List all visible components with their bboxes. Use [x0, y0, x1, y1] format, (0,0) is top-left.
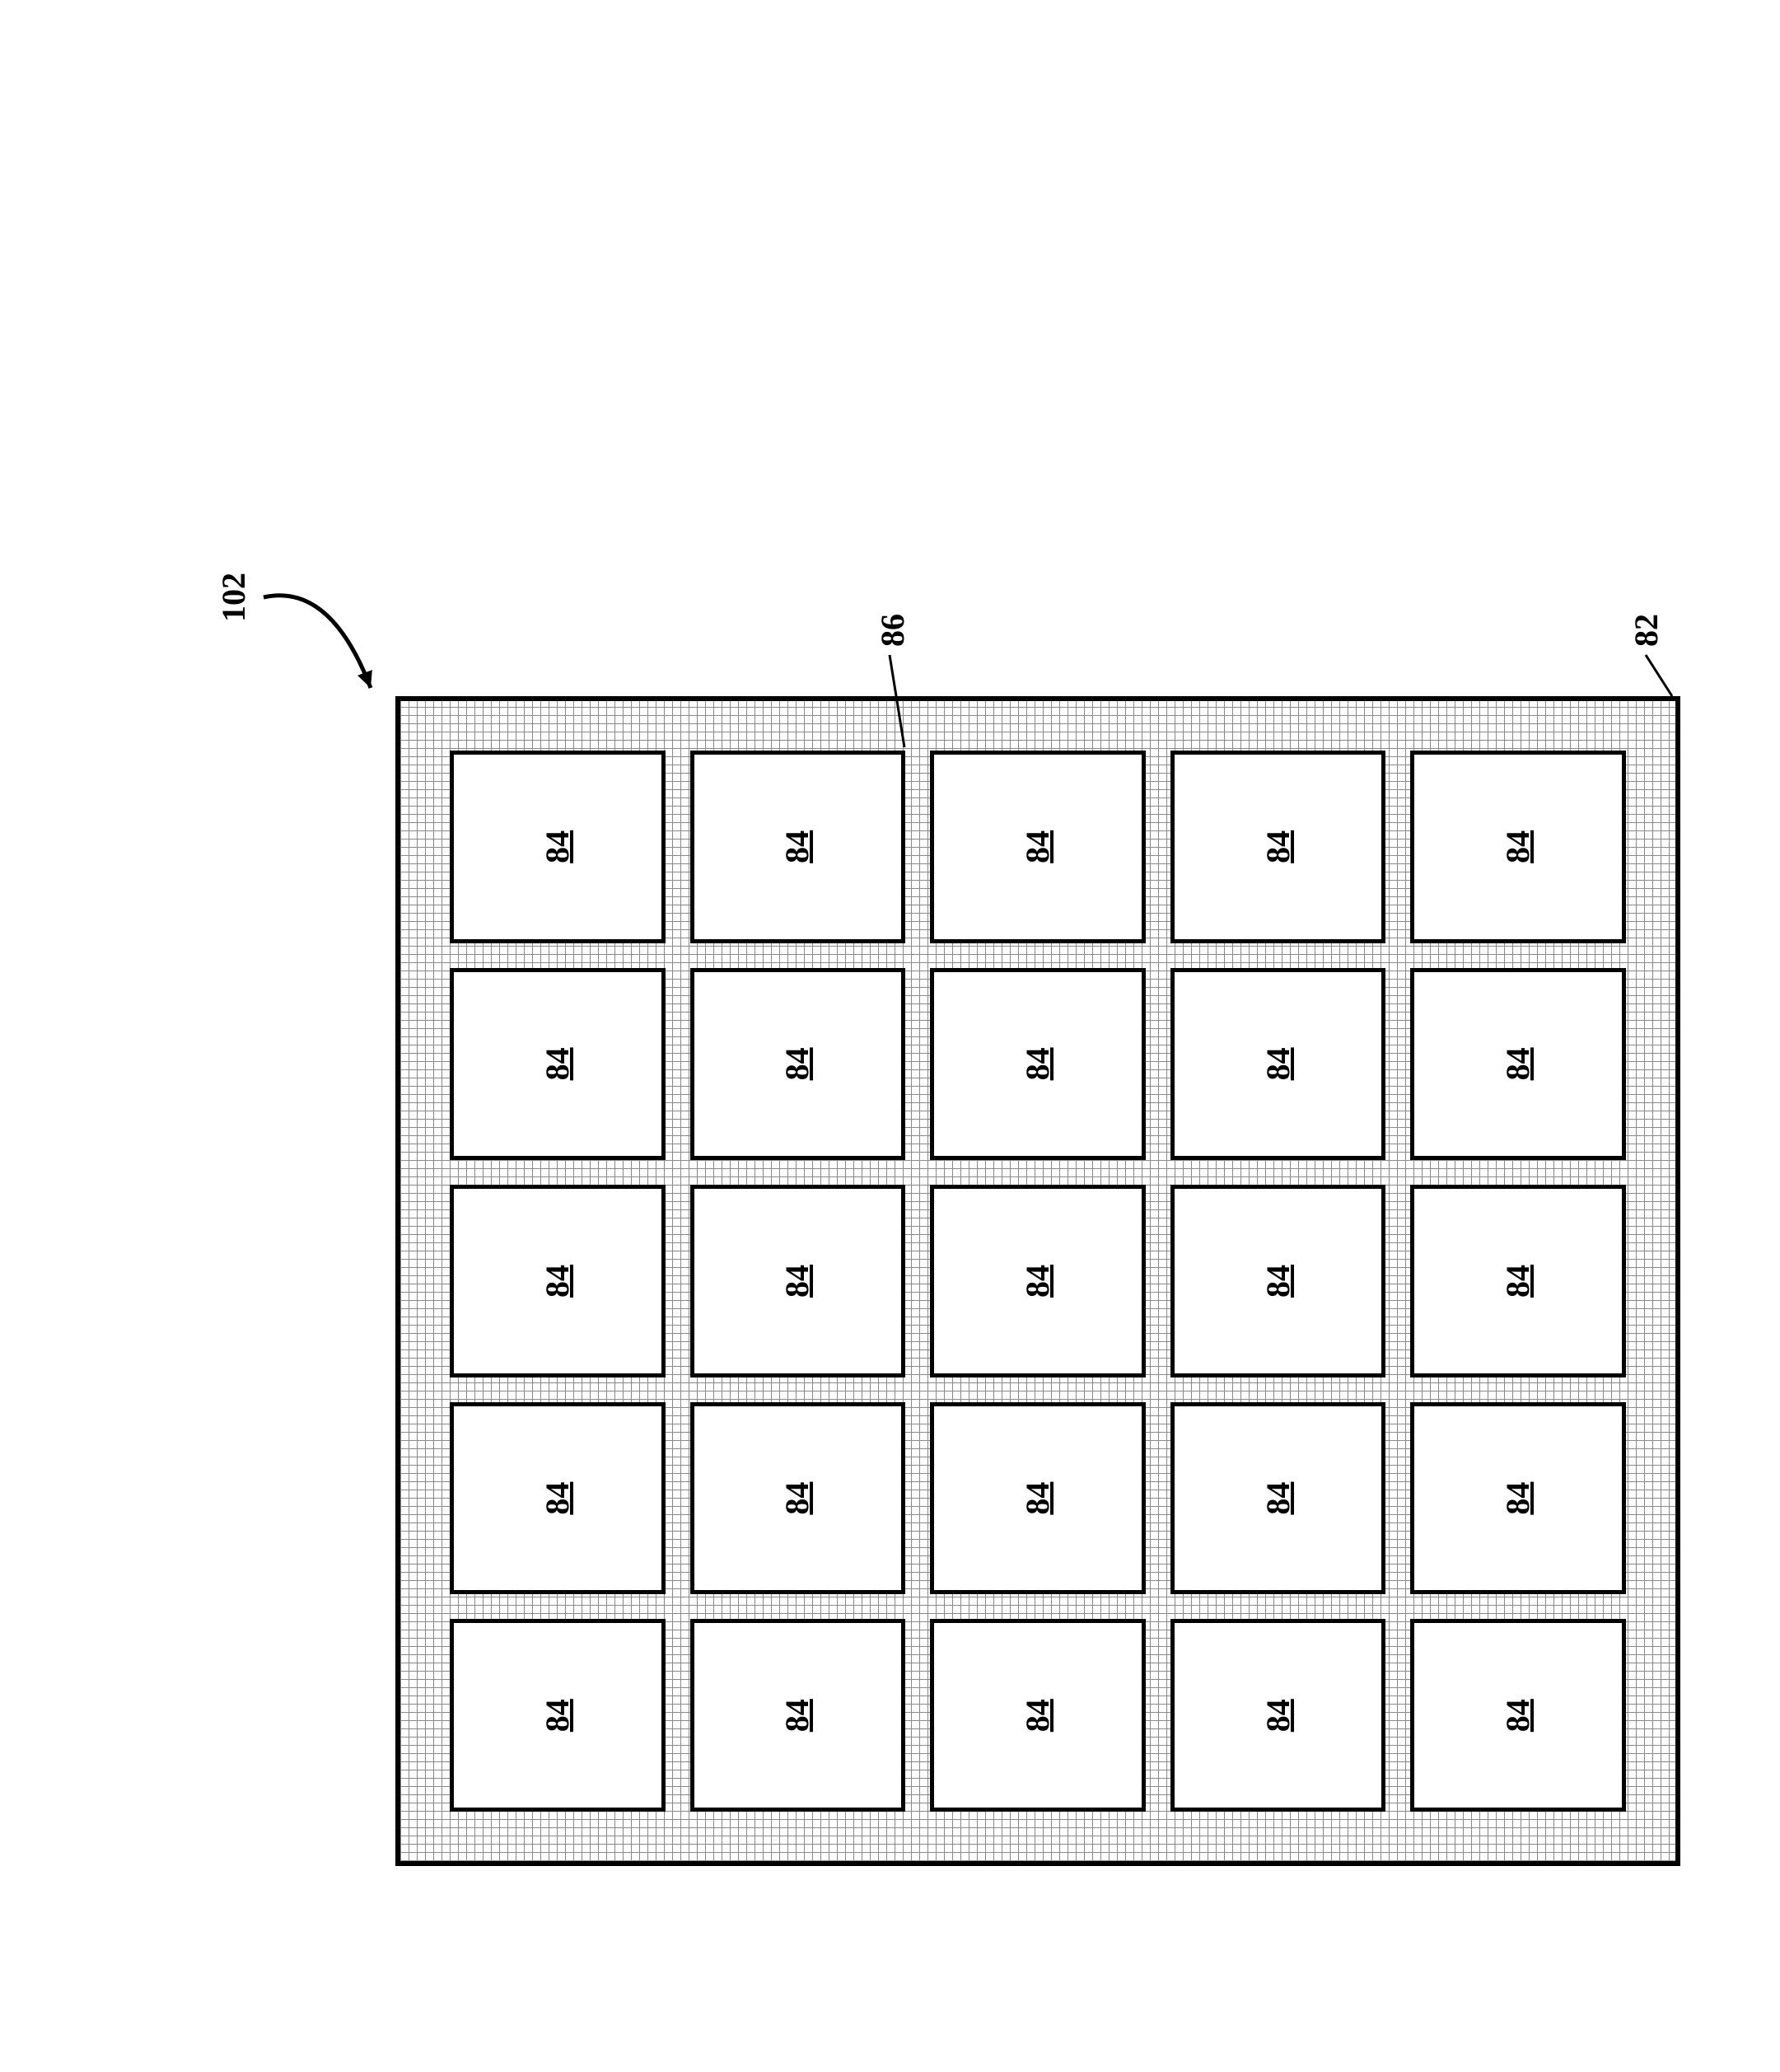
- die-cell-label: 84: [541, 1047, 574, 1080]
- die-cell: 84: [1170, 1185, 1386, 1377]
- die-cell-label: 84: [1502, 1265, 1535, 1298]
- die-cell: 84: [930, 1402, 1146, 1595]
- die-cell-label: 84: [781, 1699, 814, 1732]
- die-cell: 84: [690, 1402, 906, 1595]
- die-cell-label: 84: [541, 830, 574, 863]
- page: 102 848484848484848484848484848484848484…: [0, 0, 1780, 2072]
- substrate-ref-leader: [1642, 652, 1675, 699]
- die-cell: 84: [450, 968, 666, 1161]
- die-cell: 84: [1170, 968, 1386, 1161]
- die-grid: 84 84 84 84 84 84 84 84 84 84 84 84 84 84 84 84 84 84 84 84…: [450, 751, 1626, 1812]
- die-cell-label: 84: [1021, 1699, 1054, 1732]
- die-cell-label: 84: [541, 1482, 574, 1515]
- die-cell: 84: [690, 1185, 906, 1377]
- die-cell-label: 84: [781, 1047, 814, 1080]
- die-cell: 84: [930, 751, 1146, 943]
- die-cell-label: 84: [1021, 1265, 1054, 1298]
- die-cell: 84: [450, 751, 666, 943]
- die-cell-label: 84: [1502, 1482, 1535, 1515]
- street-ref-label: 86: [873, 614, 912, 647]
- die-cell-label: 84: [781, 830, 814, 863]
- die-cell-label: 84: [1021, 1047, 1054, 1080]
- die-cell: 84: [1410, 1619, 1626, 1812]
- die-cell-label: 84: [1262, 1482, 1295, 1515]
- die-cell-label: 84: [1262, 1047, 1295, 1080]
- die-cell: 84: [450, 1402, 666, 1595]
- die-cell: 84: [1410, 1402, 1626, 1595]
- die-cell: 84: [690, 1619, 906, 1812]
- die-cell: 84: [450, 1619, 666, 1812]
- die-cell-label: 84: [541, 1265, 574, 1298]
- die-cell: 84: [1410, 968, 1626, 1161]
- die-cell-label: 84: [781, 1482, 814, 1515]
- die-cell-label: 84: [781, 1265, 814, 1298]
- die-cell: 84: [1410, 1185, 1626, 1377]
- diagram-rotated-wrap: 102 848484848484848484848484848484848484…: [0, 0, 1780, 2072]
- die-cell: 84: [1410, 751, 1626, 943]
- die-cell: 84: [1170, 751, 1386, 943]
- die-cell: 84: [690, 968, 906, 1161]
- die-cell-label: 84: [1502, 830, 1535, 863]
- die-cell: 84: [930, 1619, 1146, 1812]
- street-ref-leader: [886, 652, 908, 751]
- die-cell: 84: [930, 1185, 1146, 1377]
- substrate-panel: 84 84 84 84 84 84 84 84 84 84 84 84 84 84 84 84 84 84 84 84…: [395, 696, 1680, 1866]
- die-cell-label: 84: [541, 1699, 574, 1732]
- die-cell-label: 84: [1262, 1699, 1295, 1732]
- die-cell: 84: [930, 968, 1146, 1161]
- substrate-ref-label: 82: [1627, 614, 1666, 647]
- die-cell-label: 84: [1502, 1047, 1535, 1080]
- die-cell: 84: [690, 751, 906, 943]
- die-cell-label: 84: [1021, 830, 1054, 863]
- die-cell: 84: [1170, 1619, 1386, 1812]
- die-cell-label: 84: [1262, 1265, 1295, 1298]
- assembly-ref-arrow: [231, 564, 404, 721]
- die-cell-label: 84: [1502, 1699, 1535, 1732]
- die-cell-label: 84: [1262, 830, 1295, 863]
- die-cell: 84: [1170, 1402, 1386, 1595]
- die-cell: 84: [450, 1185, 666, 1377]
- die-cell-label: 84: [1021, 1482, 1054, 1515]
